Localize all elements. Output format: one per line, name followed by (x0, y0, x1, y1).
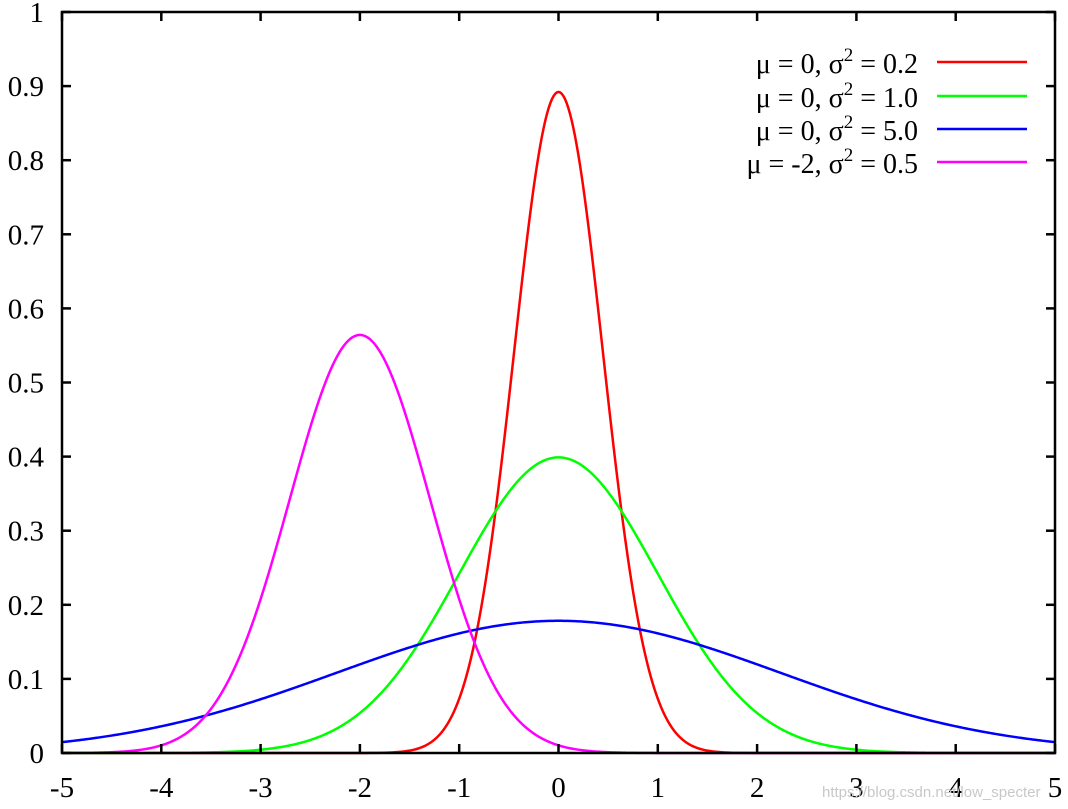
series-line-3 (61, 333, 1055, 755)
x-tick-label: -4 (149, 772, 174, 804)
legend-entry-2: μ = 0, σ2 = 5.0 (756, 112, 1027, 147)
legend: μ = 0, σ2 = 0.2μ = 0, σ2 = 1.0μ = 0, σ2 … (746, 45, 1027, 180)
y-tick-label: 0.9 (8, 71, 44, 103)
x-tick-label: 1 (651, 772, 666, 804)
x-tick-label: -2 (348, 772, 372, 804)
x-tick-label: 2 (750, 772, 765, 804)
x-tick-label: -1 (447, 772, 471, 804)
y-tick-label: 0 (30, 738, 45, 770)
y-tick-label: 0.2 (8, 590, 44, 622)
ticks-layer: -5 -4 -3 -2 -1 0 1 2 3 4 5 0 0.1 0.2 0.3 0.4 0.5 0.6 0.7 0.… (8, 0, 1063, 804)
legend-label: μ = 0, σ2 = 0.2 (756, 45, 918, 80)
y-tick-label: 0.1 (8, 664, 44, 696)
y-tick-label: 0.8 (8, 145, 44, 177)
y-tick-label: 0.7 (8, 219, 44, 251)
watermark: https://blog.csdn.net/low_specter (822, 784, 1040, 801)
x-tick-label: -3 (249, 772, 273, 804)
legend-label: μ = 0, σ2 = 1.0 (756, 79, 918, 114)
legend-entry-0: μ = 0, σ2 = 0.2 (756, 45, 1027, 80)
series-line-2 (61, 619, 1056, 744)
y-tick-label: 1 (30, 0, 45, 29)
curves-layer (61, 90, 1056, 755)
legend-entry-1: μ = 0, σ2 = 1.0 (756, 79, 1027, 114)
x-tick-label: -5 (50, 772, 74, 804)
legend-label: μ = -2, σ2 = 0.5 (746, 145, 918, 180)
legend-entry-3: μ = -2, σ2 = 0.5 (746, 145, 1027, 180)
x-tick-label: 4 (948, 772, 963, 804)
y-tick-label: 0.5 (8, 368, 44, 400)
x-tick-label: 3 (849, 772, 864, 804)
series-line-0 (62, 90, 1055, 755)
y-tick-label: 0.6 (8, 293, 44, 325)
x-tick-label: 5 (1048, 772, 1063, 804)
legend-label: μ = 0, σ2 = 5.0 (756, 112, 918, 147)
y-tick-label: 0.4 (8, 442, 45, 474)
y-tick-label: 0.3 (8, 516, 44, 548)
x-tick-label: 0 (551, 772, 566, 804)
